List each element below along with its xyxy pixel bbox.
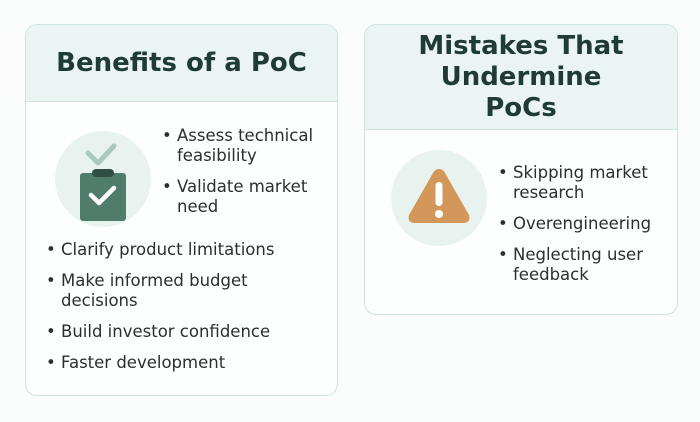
benefits-card: Benefits of a PoC Assess technical feasi… — [25, 24, 338, 396]
list-item: Skipping market research — [498, 163, 673, 203]
list-item: Assess technical feasibility — [162, 126, 332, 166]
list-item: Make informed budget decisions — [46, 271, 281, 311]
list-item: Neglecting user feedback — [498, 245, 643, 285]
list-item: Faster development — [46, 353, 306, 373]
benefits-title: Benefits of a PoC — [26, 25, 337, 102]
list-item: Clarify product limitations — [46, 240, 306, 260]
benefits-list: Clarify product limitations Make informe… — [46, 240, 306, 384]
mistakes-title: Mistakes That Undermine PoCs — [365, 25, 677, 130]
list-item: Build investor confidence — [46, 322, 306, 342]
clipboard-check-icon — [80, 143, 126, 221]
mistakes-list: Skipping market research Overengineering… — [498, 163, 673, 296]
warning-triangle-icon — [408, 169, 470, 223]
list-item: Validate market need — [162, 177, 332, 217]
list-item: Overengineering — [498, 214, 673, 234]
benefits-top-list: Assess technical feasibility Validate ma… — [162, 126, 332, 228]
mistakes-card: Mistakes That Undermine PoCs Skipping ma… — [364, 24, 678, 315]
